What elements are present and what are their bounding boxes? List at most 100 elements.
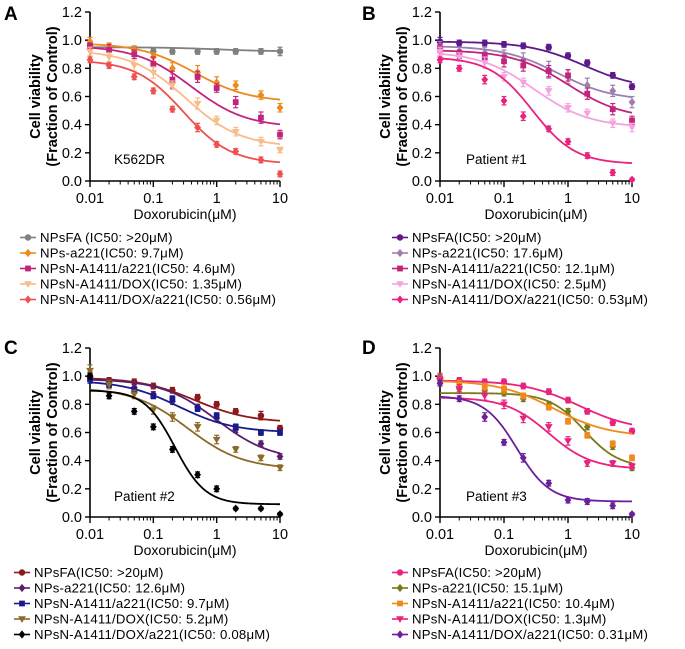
data-point — [276, 169, 284, 179]
data-point — [169, 76, 176, 83]
data-point — [583, 460, 592, 468]
data-point — [500, 74, 508, 81]
data-point — [545, 479, 553, 488]
x-tick-label: 0.01 — [426, 191, 454, 207]
data-point — [257, 155, 265, 164]
fit-curve — [89, 388, 281, 468]
fit-curve — [89, 43, 281, 101]
legend-marker — [19, 600, 25, 607]
data-point — [520, 382, 527, 390]
data-point — [565, 418, 571, 425]
data-point — [519, 112, 527, 121]
legend-label: NPsFA (IC50: >20μM) — [40, 230, 173, 245]
y-tick-label: 1.0 — [62, 369, 82, 385]
data-point — [608, 120, 617, 128]
data-point — [257, 504, 265, 513]
legend-label: NPsN-A1411/DOX/a221(IC50: 0.08μM) — [34, 627, 270, 642]
x-tick-label: 10 — [272, 527, 288, 543]
data-point — [168, 105, 176, 114]
data-point — [519, 415, 528, 423]
data-point — [583, 151, 591, 160]
data-point — [501, 58, 507, 65]
data-point — [149, 422, 157, 431]
data-point — [232, 408, 239, 415]
y-tick-label: 0.6 — [412, 426, 432, 442]
legend-marker — [396, 281, 404, 288]
legend-marker — [18, 616, 26, 623]
legend-label: NPsN-A1411/DOX/a221(IC50: 0.53μM) — [412, 292, 648, 307]
x-tick-label: 10 — [272, 191, 288, 207]
legend-label: NPsFA(IC50: >20μM) — [412, 565, 542, 580]
y-axis-title-line1: Cell viability — [28, 390, 44, 475]
legend-marker — [396, 630, 404, 639]
data-point — [455, 394, 463, 403]
data-point — [193, 424, 202, 431]
y-tick-label: 0.2 — [412, 482, 432, 498]
fit-curve — [439, 57, 633, 164]
panel-label: C — [4, 338, 18, 359]
data-point — [481, 412, 489, 422]
series-5 — [86, 55, 284, 179]
legend-label: NPsN-A1411/a221(IC50: 12.1μM) — [412, 261, 615, 276]
legend-item: NPs-a221(IC50: 15.1μM) — [392, 581, 563, 596]
series-3 — [437, 43, 635, 126]
data-point — [105, 54, 113, 61]
data-point — [564, 52, 572, 59]
data-point — [213, 140, 221, 149]
legend-item: NPsN-A1411/DOX(IC50: 1.3μM) — [392, 612, 606, 627]
y-axis-title-line2: (Fraction of Control) — [45, 362, 61, 502]
data-point — [150, 392, 157, 399]
y-tick-label: 0.4 — [62, 118, 82, 134]
y-tick-label: 1.0 — [62, 33, 82, 49]
data-point — [609, 86, 617, 95]
x-tick-label: 1 — [213, 191, 221, 207]
data-point — [608, 460, 617, 468]
data-point — [565, 72, 571, 79]
data-point — [584, 408, 591, 415]
data-point — [628, 510, 636, 519]
data-point — [150, 61, 157, 67]
data-point — [520, 42, 527, 50]
fit-curve — [89, 46, 281, 126]
data-point — [212, 436, 221, 444]
data-point — [628, 463, 636, 471]
series-4 — [86, 46, 284, 154]
legend-item: NPsN-A1411/a221(IC50: 10.4μM) — [392, 596, 615, 611]
data-point — [501, 385, 507, 392]
data-point — [194, 48, 201, 55]
legend-marker — [24, 248, 32, 258]
x-tick-label: 10 — [624, 527, 640, 543]
legend-label: NPs-a221(IC50: 12.6μM) — [34, 581, 185, 596]
legend-item: NPsN-A1411/DOX(IC50: 1.35μM) — [20, 277, 242, 292]
data-point — [500, 41, 508, 48]
data-point — [544, 88, 553, 95]
legend-item: NPsN-A1411/DOX/a221(IC50: 0.08μM) — [14, 627, 270, 642]
data-point — [436, 55, 444, 64]
legend: NPsFA(IC50: >20μM)NPs-a221(IC50: 17.6μM)… — [392, 230, 648, 307]
x-tick-label: 0.01 — [76, 527, 104, 543]
legend-marker — [24, 295, 32, 304]
data-point — [257, 138, 265, 146]
x-tick-label: 0.1 — [494, 191, 514, 207]
y-tick-label: 0.0 — [412, 174, 432, 190]
data-point — [500, 401, 508, 409]
legend-item: NPsN-A1411/a221(IC50: 9.7μM) — [14, 596, 229, 611]
x-tick-label: 10 — [624, 191, 640, 207]
legend: NPsFA(IC50: >20μM)NPs-a221(IC50: 12.6μM)… — [14, 565, 270, 642]
legend-label: NPsFA(IC50: >20μM) — [34, 565, 164, 580]
data-point — [232, 504, 240, 513]
legend-item: NPsFA(IC50: >20μM) — [392, 230, 541, 245]
data-point — [583, 81, 591, 90]
panel-label: B — [362, 4, 376, 25]
legend-label: NPsN-A1411/DOX/a221(IC50: 0.56μM) — [40, 292, 276, 307]
data-point — [105, 61, 113, 70]
data-point — [212, 117, 221, 125]
legend-marker — [18, 569, 26, 576]
data-point — [86, 48, 94, 56]
data-point — [258, 114, 264, 121]
chart-panel-a: A 0.0 0.2 0.4 0.6 0.8 1.0 1.2 0.01 0.1 1 10 Doxorubi… — [4, 4, 288, 307]
data-point — [231, 128, 240, 136]
data-point — [609, 501, 617, 510]
legend-marker — [25, 265, 31, 272]
